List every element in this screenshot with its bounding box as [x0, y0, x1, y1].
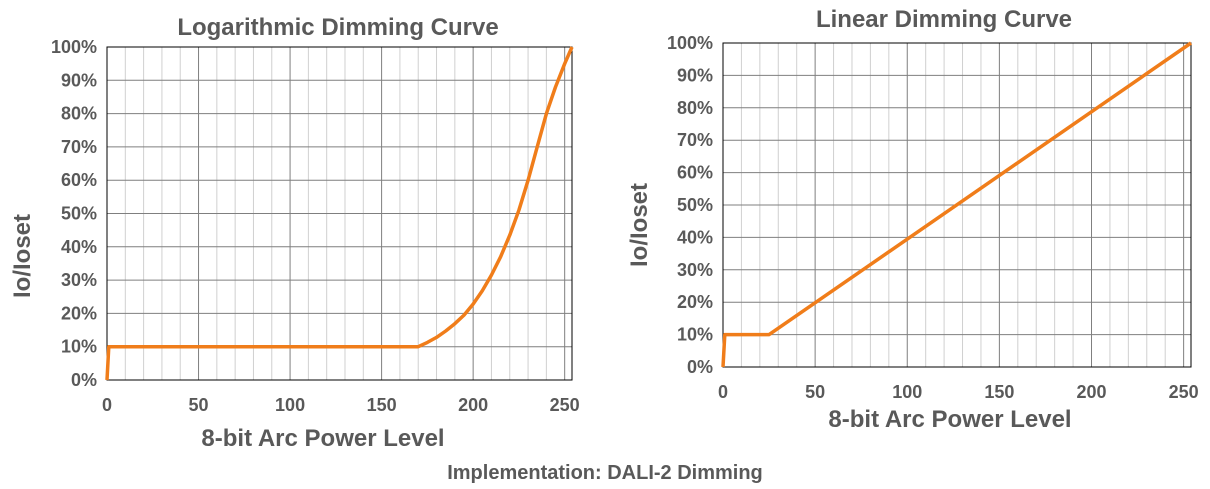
chart-title: Logarithmic Dimming Curve: [177, 14, 498, 41]
linear-chart: Linear Dimming Curve 0% 10% 20% 30% 40% 50% 60…: [626, 6, 1199, 433]
y-tick-label: 30%: [61, 270, 97, 290]
grid: [723, 43, 1191, 367]
x-axis-title: 8-bit Arc Power Level: [828, 406, 1071, 433]
caption-separator: :: [595, 462, 607, 484]
y-tick-labels: 0% 10% 20% 30% 40% 50% 60% 70% 80% 90% 100%: [667, 33, 713, 377]
y-axis-title: Io/Ioset: [9, 214, 36, 298]
grid: [107, 47, 572, 380]
y-tick-label: 90%: [677, 65, 713, 85]
y-tick-label: 50%: [61, 204, 97, 224]
figure-caption: Implementation: DALI-2 Dimming: [447, 462, 763, 484]
x-tick-label: 50: [189, 395, 209, 415]
plot-frame: [106, 46, 573, 381]
series-line: [105, 46, 574, 381]
x-tick-label: 250: [550, 395, 580, 415]
y-tick-label: 0%: [71, 370, 97, 390]
x-tick-label: 150: [367, 395, 397, 415]
x-tick-label: 100: [275, 395, 305, 415]
logarithmic-chart: Logarithmic Dimming Curve 0% 10% 20% 30% 40%…: [9, 14, 580, 452]
y-tick-labels: 0% 10% 20% 30% 40% 50% 60% 70% 80% 90% 100%: [51, 37, 97, 390]
x-tick-label: 100: [892, 382, 922, 402]
y-tick-label: 30%: [677, 260, 713, 280]
x-tick-label: 250: [1169, 382, 1199, 402]
x-tick-label: 50: [805, 382, 825, 402]
y-tick-label: 10%: [677, 325, 713, 345]
y-tick-label: 60%: [677, 163, 713, 183]
x-tick-label: 0: [718, 382, 728, 402]
y-tick-label: 100%: [667, 33, 713, 53]
y-axis-title: Io/Ioset: [626, 183, 653, 267]
x-tick-label: 0: [102, 395, 112, 415]
x-axis-title: 8-bit Arc Power Level: [201, 425, 444, 452]
x-tick-labels: 0 50 100 150 200 250: [718, 382, 1199, 402]
x-tick-labels: 0 50 100 150 200 250: [102, 395, 580, 415]
x-tick-label: 200: [458, 395, 488, 415]
y-tick-label: 40%: [61, 237, 97, 257]
y-tick-label: 80%: [61, 104, 97, 124]
y-tick-label: 50%: [677, 195, 713, 215]
chart-title: Linear Dimming Curve: [816, 6, 1072, 33]
y-tick-label: 60%: [61, 170, 97, 190]
y-tick-label: 10%: [61, 337, 97, 357]
y-tick-label: 20%: [61, 303, 97, 323]
caption-value: DALI-2 Dimming: [607, 462, 763, 484]
y-tick-label: 0%: [687, 357, 713, 377]
series-line: [721, 41, 1192, 368]
caption-label: Implementation: [447, 462, 595, 484]
y-tick-label: 40%: [677, 227, 713, 247]
y-tick-label: 100%: [51, 37, 97, 57]
y-tick-label: 70%: [61, 137, 97, 157]
plot-frame: [722, 42, 1192, 368]
y-tick-label: 70%: [677, 130, 713, 150]
x-tick-label: 200: [1076, 382, 1106, 402]
x-tick-label: 150: [984, 382, 1014, 402]
y-tick-label: 90%: [61, 70, 97, 90]
y-tick-label: 20%: [677, 292, 713, 312]
y-tick-label: 80%: [677, 98, 713, 118]
